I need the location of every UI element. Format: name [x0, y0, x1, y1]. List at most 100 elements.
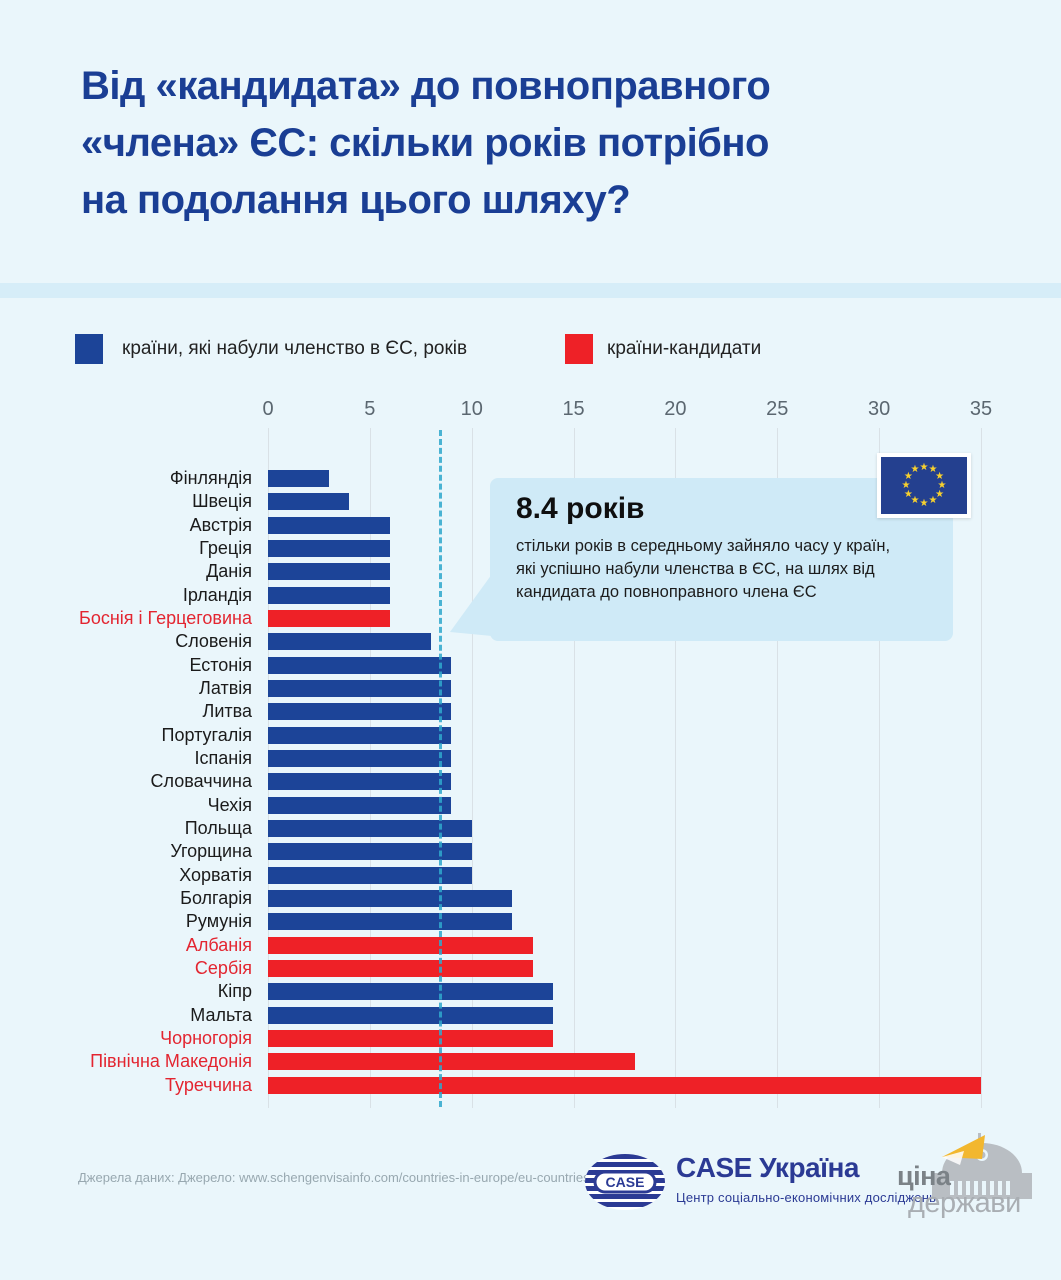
- bar-candidate: [268, 936, 533, 954]
- chart-row: Польща: [0, 817, 1061, 838]
- chart-row: Болгарія: [0, 889, 1061, 907]
- x-axis-tick-label: 15: [562, 398, 585, 420]
- star-icon: ★: [903, 488, 913, 500]
- x-axis-tick-label: 20: [664, 398, 687, 420]
- country-label: Греція: [199, 537, 252, 558]
- x-axis-tick-label: 30: [868, 398, 891, 420]
- chart-row: Словаччина: [0, 771, 1061, 792]
- chart-row: Чехія: [0, 794, 1061, 815]
- bar-member: [268, 656, 452, 674]
- x-axis-tick-label: 10: [460, 398, 483, 420]
- star-icon: ★: [919, 461, 929, 473]
- country-label: Литва: [202, 701, 252, 722]
- gridline: [369, 428, 371, 1108]
- country-label: Румунія: [185, 911, 252, 932]
- star-icon: ★: [910, 495, 920, 507]
- country-label: Угорщина: [170, 841, 252, 862]
- country-label: Словаччина: [150, 771, 252, 792]
- callout-title: 8.4 років: [516, 492, 645, 525]
- bar-member: [268, 563, 391, 581]
- chart-row: Албанія: [0, 934, 1061, 955]
- country-label: Албанія: [185, 934, 252, 955]
- gridline: [777, 428, 779, 1108]
- star-icon: ★: [935, 470, 945, 482]
- country-label: Мальта: [190, 1004, 252, 1025]
- country-label: Португалія: [161, 724, 252, 745]
- eu-flag-icon: ★ ★ ★ ★ ★ ★ ★ ★ ★ ★ ★ ★: [877, 453, 971, 518]
- chart-row: Греція: [0, 537, 1061, 558]
- chart-row: Угорщина: [0, 841, 1061, 862]
- bar-member: [268, 633, 431, 651]
- chart-row: Іспанія: [0, 747, 1061, 768]
- bar-member: [268, 539, 391, 557]
- star-icon: ★: [935, 488, 945, 500]
- country-label: Хорватія: [179, 864, 252, 885]
- chart-row: Північна Македонія: [0, 1052, 1061, 1071]
- callout-body: стільки років в середньому зайняло часу …: [516, 537, 891, 601]
- star-icon: ★: [903, 470, 913, 482]
- chart-row: Боснія і Герцеговина: [0, 607, 1061, 628]
- bar-member: [268, 586, 391, 604]
- bar-member: [268, 889, 513, 907]
- star-icon: ★: [937, 479, 947, 491]
- country-label: Данія: [206, 561, 252, 582]
- country-label: Швеція: [192, 491, 252, 512]
- country-label: Іспанія: [194, 747, 252, 768]
- x-axis-tick-label: 5: [364, 398, 376, 420]
- bar-member: [268, 819, 472, 837]
- parliament-building-icon: [932, 1133, 1032, 1199]
- country-label: Словенія: [175, 631, 252, 652]
- case-name: CASE Україна: [676, 1152, 859, 1183]
- chart-row: Румунія: [0, 911, 1061, 932]
- bar-member: [268, 726, 452, 744]
- chart-row: Ірландія: [0, 584, 1061, 605]
- bar-member: [268, 679, 452, 697]
- country-label: Польща: [184, 817, 252, 838]
- country-label: Боснія і Герцеговина: [79, 607, 252, 628]
- x-axis-tick-label: 35: [969, 398, 993, 420]
- price-of-state-line2: держави: [908, 1187, 1021, 1219]
- bar-member: [268, 749, 452, 767]
- country-label: Кіпр: [217, 981, 252, 1002]
- legend-members-swatch: [75, 334, 103, 364]
- country-label: Туреччина: [165, 1074, 252, 1095]
- chart-row: Чорногорія: [0, 1029, 1061, 1047]
- gridline: [471, 428, 473, 1108]
- legend-candidates-swatch: [565, 334, 593, 364]
- country-label: Естонія: [189, 654, 252, 675]
- bar-member: [268, 1006, 554, 1024]
- star-icon: ★: [919, 497, 929, 509]
- price-of-state-line1: ціна: [897, 1161, 951, 1191]
- gridline: [268, 428, 269, 1108]
- bar-candidate: [268, 609, 391, 627]
- gridline: [573, 428, 575, 1108]
- gridline: [981, 428, 982, 1108]
- bar-member: [268, 866, 472, 884]
- case-subtitle: Центр соціально-економічних досліджень: [676, 1190, 937, 1205]
- chart-row: Хорватія: [0, 864, 1061, 885]
- case-logo-text: CASE Україна Центр соціально-економічних…: [676, 1152, 936, 1205]
- average-callout: 8.4 років стільки років в середньому зай…: [450, 478, 953, 641]
- chart-row: Австрія: [0, 516, 1061, 534]
- chart-row: Португалія: [0, 724, 1061, 745]
- case-logo-icon: CASE: [583, 1152, 667, 1217]
- bar-candidate: [268, 1076, 981, 1094]
- paper-plane-icon: [942, 1135, 985, 1159]
- chart-row: Фінляндія: [0, 469, 1061, 487]
- chart-row: Кіпр: [0, 981, 1061, 1002]
- bar-member: [268, 796, 452, 814]
- bar-candidate: [268, 1053, 635, 1071]
- country-label: Сербія: [194, 957, 252, 978]
- star-icon: ★: [928, 463, 938, 475]
- star-icon: ★: [901, 479, 911, 491]
- bar-chart: 0 5 10 15 20 25 30 35 Фінляндія Швеція Австрія Грец…: [0, 398, 1061, 1112]
- country-label: Ірландія: [182, 584, 252, 605]
- country-label: Чехія: [207, 794, 252, 815]
- x-axis-tick-label: 0: [262, 398, 274, 420]
- bar-candidate: [268, 959, 533, 977]
- price-of-state-logo: ціна держави: [890, 1125, 1040, 1235]
- bar-member: [268, 843, 472, 861]
- bar-candidate: [268, 1029, 554, 1047]
- chart-row: Латвія: [0, 679, 1061, 697]
- legend-members-label: країни, які набули членство в ЄС, років: [122, 338, 468, 359]
